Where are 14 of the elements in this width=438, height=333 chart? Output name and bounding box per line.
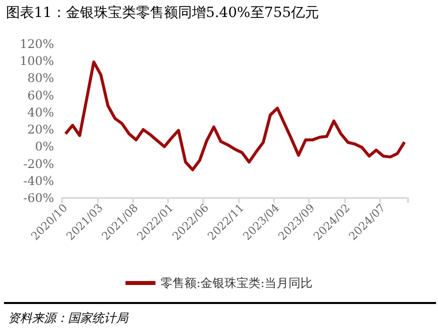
y-tick-label: -40% xyxy=(23,174,54,188)
y-tick-label: 0% xyxy=(34,140,54,154)
y-tick-label: -60% xyxy=(23,191,54,205)
y-tick-label: 20% xyxy=(27,122,54,137)
y-tick-label: 40% xyxy=(27,105,54,120)
y-tick-label: 120% xyxy=(20,37,54,51)
line-series xyxy=(64,60,406,172)
chart-title: 图表11：金银珠宝类零售额同增5.40%至755亿元 xyxy=(6,4,320,22)
y-tick-label: -20% xyxy=(23,156,54,171)
y-tick-label: 100% xyxy=(20,54,54,68)
text: 资料来源：国家统计局 xyxy=(8,310,128,327)
y-tick-label: 60% xyxy=(27,88,54,102)
y-tick-label: 80% xyxy=(27,71,54,86)
legend-label: 零售额:金银珠宝类:当月同比 xyxy=(160,276,313,290)
